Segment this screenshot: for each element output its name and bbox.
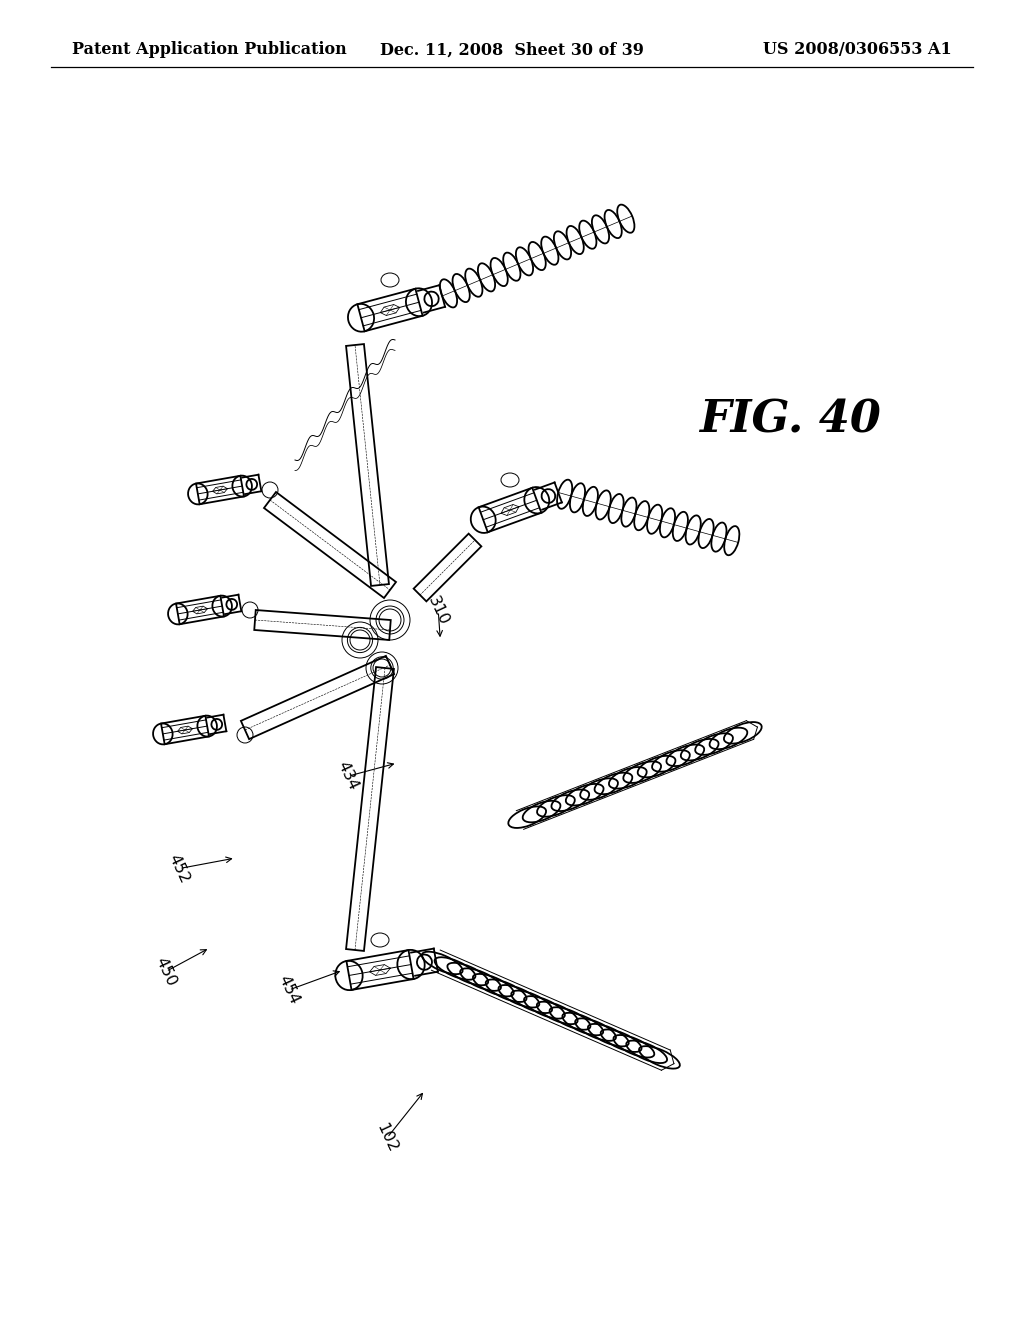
- Text: US 2008/0306553 A1: US 2008/0306553 A1: [763, 41, 952, 58]
- Text: 310: 310: [425, 594, 452, 628]
- Text: Dec. 11, 2008  Sheet 30 of 39: Dec. 11, 2008 Sheet 30 of 39: [380, 41, 644, 58]
- Text: 102: 102: [374, 1121, 400, 1155]
- Text: 450: 450: [153, 954, 179, 989]
- Text: 434: 434: [335, 759, 361, 793]
- Text: 454: 454: [275, 973, 302, 1007]
- Text: Patent Application Publication: Patent Application Publication: [72, 41, 347, 58]
- Text: 452: 452: [166, 851, 193, 886]
- Text: FIG. 40: FIG. 40: [699, 399, 881, 441]
